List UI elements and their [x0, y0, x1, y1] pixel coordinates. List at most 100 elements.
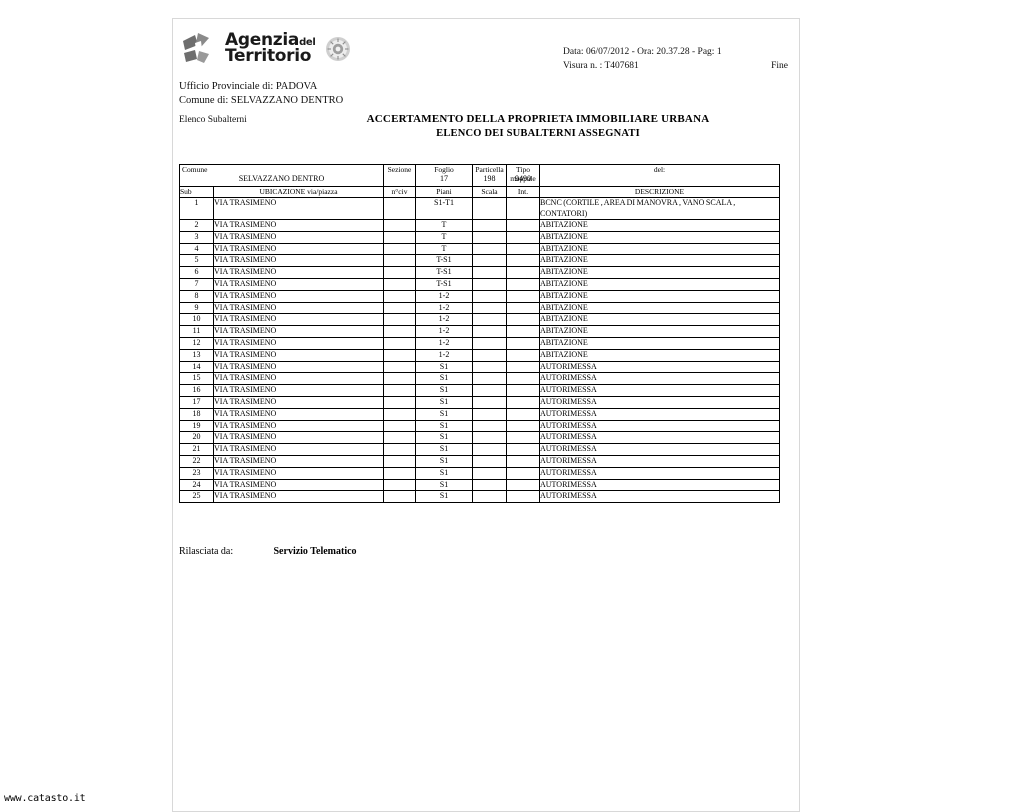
cell-sub: 15	[179, 372, 214, 386]
comune-line: Comune di: SELVAZZANO DENTRO	[179, 95, 344, 106]
cell-descrizione: AUTORIMESSA	[539, 454, 780, 468]
cell-piani: S1	[415, 466, 473, 480]
ident-cell-particella: Particella 198	[472, 164, 507, 187]
cell-ubicazione: VIA TRASIMENO	[213, 454, 384, 468]
cell-sub: 19	[179, 419, 214, 433]
cell-ubicazione: VIA TRASIMENO	[213, 360, 384, 374]
table-row: 13 VIA TRASIMENO 1-2 ABITAZIONE	[179, 348, 780, 362]
cell-descrizione: ABITAZIONE	[539, 230, 780, 244]
cell-nciv	[383, 254, 416, 268]
cell-piani: T-S1	[415, 277, 473, 291]
cell-piani: S1	[415, 419, 473, 433]
meta-visura-text: Visura n. : T407681	[563, 61, 639, 71]
rilasciata-block: Rilasciata da: Servizio Telematico	[179, 546, 357, 557]
cell-piani: S1	[415, 454, 473, 468]
cell-scala	[472, 254, 507, 268]
cell-descrizione: ABITAZIONE	[539, 254, 780, 268]
cell-scala	[472, 360, 507, 374]
cell-int	[506, 301, 540, 315]
cell-scala	[472, 197, 507, 220]
table-row: 3 VIA TRASIMENO T ABITAZIONE	[179, 230, 780, 244]
table-row: 5 VIA TRASIMENO T-S1 ABITAZIONE	[179, 254, 780, 268]
cell-piani: S1	[415, 407, 473, 421]
cell-int	[506, 348, 540, 362]
ident-cell-comune: Comune SELVAZZANO DENTRO	[179, 164, 384, 187]
cell-descrizione: AUTORIMESSA	[539, 478, 780, 492]
cell-sub: 12	[179, 336, 214, 350]
cell-int	[506, 266, 540, 279]
cell-descrizione: ABITAZIONE	[539, 277, 780, 291]
cell-ubicazione: VIA TRASIMENO	[213, 490, 384, 504]
cell-sub: 25	[179, 490, 214, 504]
cell-scala	[472, 431, 507, 445]
cell-ubicazione: VIA TRASIMENO	[213, 266, 384, 279]
cell-sub: 22	[179, 454, 214, 468]
cell-piani: 1-2	[415, 301, 473, 315]
cell-descrizione: AUTORIMESSA	[539, 395, 780, 409]
catasto-watermark: www.catasto.it	[4, 793, 86, 804]
cell-nciv	[383, 431, 416, 445]
cell-sub: 24	[179, 478, 214, 492]
col-header-piani: Piani	[415, 186, 473, 198]
cell-sub: 6	[179, 266, 214, 279]
cell-ubicazione: VIA TRASIMENO	[213, 254, 384, 268]
table-row: 11 VIA TRASIMENO 1-2 ABITAZIONE	[179, 325, 780, 338]
table-row: 20 VIA TRASIMENO S1 AUTORIMESSA	[179, 431, 780, 445]
cell-piani: S1	[415, 395, 473, 409]
cell-piani: T	[415, 242, 473, 256]
cell-scala	[472, 490, 507, 504]
rilasciata-value: Servizio Telematico	[273, 546, 357, 557]
cell-ubicazione: VIA TRASIMENO	[213, 478, 384, 492]
rilasciata-label: Rilasciata da:	[179, 546, 234, 557]
cell-piani: T	[415, 230, 473, 244]
elenco-subalterni-label: Elenco Subalterni	[179, 115, 247, 125]
document-header: Agenziadel Territorio	[173, 19, 801, 139]
meta-date-row: Data: 06/07/2012 - Ora: 20.37.28 - Pag: …	[563, 47, 788, 61]
cell-int	[506, 219, 540, 232]
cell-nciv	[383, 325, 416, 338]
cell-int	[506, 277, 540, 291]
cell-ubicazione: VIA TRASIMENO	[213, 313, 384, 327]
table-row: 10 VIA TRASIMENO 1-2 ABITAZIONE	[179, 313, 780, 327]
cell-nciv	[383, 277, 416, 291]
table-row: 2 VIA TRASIMENO T ABITAZIONE	[179, 219, 780, 232]
cell-int	[506, 443, 540, 456]
cell-descrizione: ABITAZIONE	[539, 325, 780, 338]
cell-scala	[472, 266, 507, 279]
cell-sub: 21	[179, 443, 214, 456]
col-header-descrizione: DESCRIZIONE	[539, 186, 780, 198]
cell-sub: 18	[179, 407, 214, 421]
cell-piani: 1-2	[415, 313, 473, 327]
cell-descrizione: AUTORIMESSA	[539, 407, 780, 421]
table-row: 25 VIA TRASIMENO S1 AUTORIMESSA	[179, 490, 780, 504]
ident-label-del: del:	[653, 165, 666, 174]
header-meta-block: Data: 06/07/2012 - Ora: 20.37.28 - Pag: …	[563, 47, 788, 75]
cell-piani: S1	[415, 360, 473, 374]
cell-int	[506, 372, 540, 386]
cell-nciv	[383, 313, 416, 327]
cell-ubicazione: VIA TRASIMENO	[213, 443, 384, 456]
table-row: 22 VIA TRASIMENO S1 AUTORIMESSA	[179, 454, 780, 468]
cell-nciv	[383, 384, 416, 397]
cell-nciv	[383, 230, 416, 244]
cell-sub: 4	[179, 242, 214, 256]
cell-int	[506, 254, 540, 268]
table-column-header-row: Sub UBICAZIONE via/piazza n°civ Piani Scala I…	[179, 186, 780, 198]
cell-nciv	[383, 454, 416, 468]
cell-ubicazione: VIA TRASIMENO	[213, 348, 384, 362]
cell-piani: S1	[415, 431, 473, 445]
cell-piani: S1	[415, 384, 473, 397]
cell-ubicazione: VIA TRASIMENO	[213, 242, 384, 256]
cell-ubicazione: VIA TRASIMENO	[213, 197, 384, 220]
cell-nciv	[383, 407, 416, 421]
cell-nciv	[383, 466, 416, 480]
cell-nciv	[383, 443, 416, 456]
table-row: 21 VIA TRASIMENO S1 AUTORIMESSA	[179, 443, 780, 456]
agency-logo: Agenziadel Territorio	[181, 29, 351, 69]
cell-scala	[472, 372, 507, 386]
cell-piani: 1-2	[415, 325, 473, 338]
ident-cell-del: del:	[539, 164, 780, 187]
republic-emblem-icon	[325, 36, 351, 62]
cell-piani: S1	[415, 478, 473, 492]
cell-scala	[472, 289, 507, 303]
